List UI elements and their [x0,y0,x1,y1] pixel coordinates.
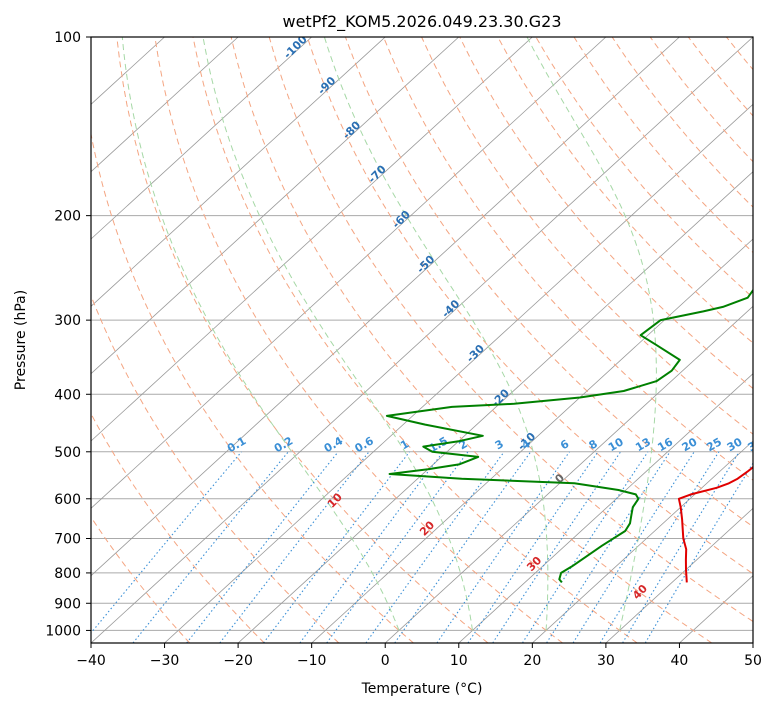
isotherm-line [311,238,753,643]
isotherm-line [91,37,680,577]
x-tick-label: −20 [223,653,253,669]
isotherm-line [91,37,312,240]
y-tick-label: 100 [54,30,81,46]
dry-adiabat-line [154,37,563,643]
isotherm-line [91,37,607,509]
mixing-ratio-label: 36 [745,435,765,454]
dewpoint-profile-line [385,288,753,584]
mixing-ratio-line [365,451,505,643]
mixing-ratio-line [467,451,599,643]
isotherm-line [532,440,753,643]
dry-adiabat-line [91,516,191,643]
x-tick-label: 10 [450,653,468,669]
background-lines [91,37,753,643]
isotherm-line [458,373,753,643]
mixing-ratio-line [644,462,753,643]
axis-ticks: −40 −30 −20 −10 0 10 20 30 40 50 100 200 300 400 500 60… [45,30,762,669]
isotherm-line [91,37,533,442]
x-tick-label: −30 [150,653,180,669]
mixing-ratio-line [394,451,532,643]
x-tick-label: 40 [671,653,689,669]
mixing-ratio-line [299,451,444,643]
dry-adiabat-line [192,37,638,643]
x-tick-label: 30 [597,653,615,669]
y-tick-label: 500 [54,445,81,461]
temperature-profile-line [677,465,753,583]
dry-adiabat-line [306,37,753,575]
moist-adiabat-line [121,37,400,631]
moist-adiabat-line [526,37,657,631]
isotherm-line [605,507,753,643]
y-tick-label: 1000 [45,623,81,639]
dry-adiabat-line [91,131,414,643]
moist-adiabat-line [323,37,549,631]
y-tick-label: 900 [54,596,81,612]
isotherm-line [91,37,239,173]
mixing-ratio-line [263,451,410,643]
isotherm-line [384,305,753,643]
y-tick-label: 200 [54,209,81,225]
isotherm-line [91,37,386,307]
dry-adiabat-line [535,37,753,299]
x-tick-label: −40 [76,653,106,669]
dry-adiabat-line [230,37,713,643]
x-tick-label: 50 [744,653,762,669]
mixing-ratio-line [436,451,570,643]
y-tick-label: 400 [54,387,81,403]
dry-adiabat-line [268,37,753,623]
x-tick-label: −10 [297,653,327,669]
mixing-ratio-line [186,451,339,643]
x-axis-title: Temperature (°C) [361,681,483,697]
y-tick-label: 800 [54,566,81,582]
x-tick-label: 0 [381,653,390,669]
chart-title: wetPf2_KOM5.2026.049.23.30.G23 [282,12,561,32]
x-tick-label: 20 [523,653,541,669]
isotherm-line [91,37,753,643]
mixing-ratio-line [91,451,242,634]
dry-adiabat-line [344,37,753,528]
plot-frame [90,36,754,644]
mixing-ratio-line [132,451,289,643]
isotherm-line [164,103,753,643]
isotherm-line [237,171,753,643]
mixing-ratio-line [622,451,740,643]
y-tick-label: 600 [54,492,81,508]
dry-adiabat-line [91,412,265,643]
profiles [385,288,753,584]
mixing-ratio-line [572,451,695,643]
mixing-ratio-line [546,451,671,643]
mixing-ratio-line [492,451,622,643]
y-axis-title: Pressure (hPa) [13,290,29,390]
y-tick-label: 700 [54,532,81,548]
dry-adiabat-line [116,37,489,643]
mixing-ratio-line [326,451,469,643]
isotherm-line [91,37,460,375]
y-tick-label: 300 [54,313,81,329]
